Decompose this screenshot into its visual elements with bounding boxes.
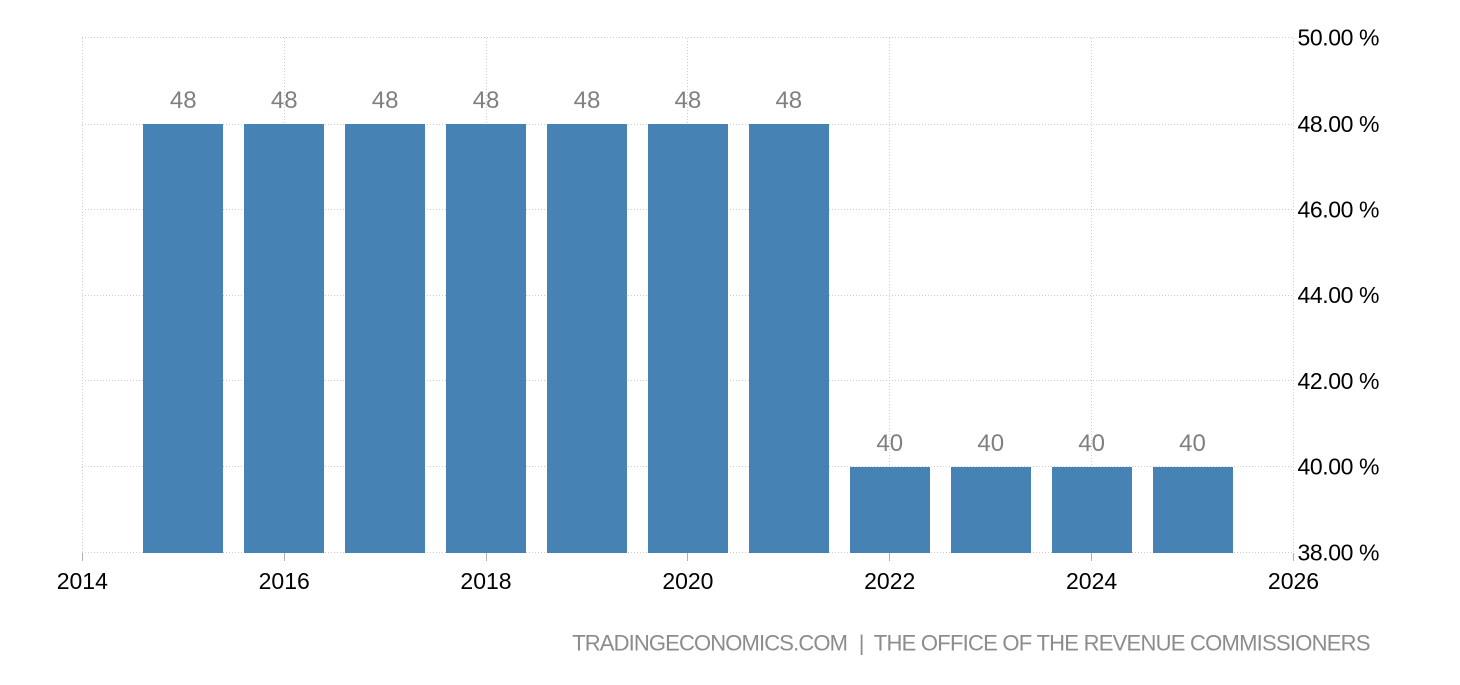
svg-text:48: 48 bbox=[675, 87, 702, 114]
svg-text:42.00 %: 42.00 % bbox=[1298, 368, 1380, 394]
svg-text:48: 48 bbox=[271, 87, 298, 114]
svg-text:2016: 2016 bbox=[259, 568, 310, 594]
svg-text:46.00 %: 46.00 % bbox=[1298, 197, 1380, 223]
svg-text:40: 40 bbox=[1078, 430, 1105, 457]
svg-text:40: 40 bbox=[876, 430, 903, 457]
svg-text:THE OFFICE OF THE REVENUE COMM: THE OFFICE OF THE REVENUE COMMISSIONERS bbox=[874, 630, 1370, 655]
svg-text:48: 48 bbox=[170, 87, 197, 114]
svg-text:48.00 %: 48.00 % bbox=[1298, 111, 1380, 137]
svg-text:40: 40 bbox=[1179, 430, 1206, 457]
svg-text:48: 48 bbox=[473, 87, 500, 114]
svg-text:48: 48 bbox=[372, 87, 399, 114]
svg-text:40: 40 bbox=[977, 430, 1004, 457]
svg-text:38.00 %: 38.00 % bbox=[1298, 539, 1380, 565]
svg-text:48: 48 bbox=[775, 87, 802, 114]
svg-text:40.00 %: 40.00 % bbox=[1298, 454, 1380, 480]
svg-text:2020: 2020 bbox=[662, 568, 713, 594]
svg-text:50.00 %: 50.00 % bbox=[1298, 25, 1380, 51]
svg-text:2024: 2024 bbox=[1066, 568, 1117, 594]
svg-text:2022: 2022 bbox=[864, 568, 915, 594]
svg-text:2014: 2014 bbox=[57, 568, 108, 594]
svg-text:48: 48 bbox=[574, 87, 601, 114]
svg-text:TRADINGECONOMICS.COM: TRADINGECONOMICS.COM bbox=[572, 630, 847, 655]
svg-text:2018: 2018 bbox=[460, 568, 511, 594]
svg-text:|: | bbox=[859, 630, 865, 655]
svg-text:2026: 2026 bbox=[1268, 568, 1319, 594]
svg-text:44.00 %: 44.00 % bbox=[1298, 282, 1380, 308]
